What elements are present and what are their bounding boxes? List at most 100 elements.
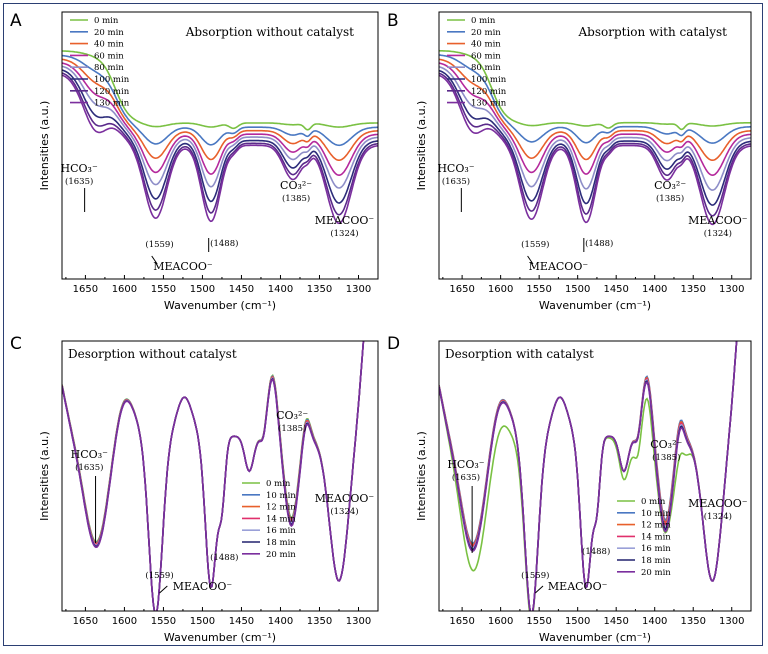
chart-panel-a: A 1650 1600 1550 1500 1450 1400 1350 1300 Wavenum… — [10, 11, 379, 312]
annotation-arrow — [159, 585, 168, 594]
annotation-co3-wavenumber: (1385) — [282, 193, 310, 204]
annotation-1488: (1488) — [210, 552, 238, 563]
x-tick-label: 1350 — [680, 616, 705, 627]
annotation-1488: (1488) — [582, 546, 610, 557]
x-tick-label: 1600 — [112, 284, 137, 295]
annotations: HCO₃⁻(1635) (1559) (1488) MEACOO⁻ CO₃²⁻(1385… — [437, 162, 747, 273]
series-line-20-min — [439, 54, 751, 144]
y-axis-title: Intensities (a.u.) — [38, 101, 51, 191]
panel-letter: A — [10, 11, 22, 31]
x-tick-label: 1350 — [307, 284, 332, 295]
x-tick-label: 1500 — [565, 616, 590, 627]
plot-frame — [61, 11, 379, 280]
plot-frame — [438, 340, 752, 612]
legend-entry: 20 min — [94, 28, 124, 38]
legend-entry: 0 min — [471, 16, 496, 26]
series-line-20-min — [62, 341, 365, 611]
series-line-130-min — [439, 74, 751, 226]
annotation-hco3: HCO₃⁻ — [71, 448, 108, 461]
x-tick-label: 1400 — [642, 284, 667, 295]
x-tick-label: 1550 — [151, 616, 176, 627]
chart-panel-b: B 1650 1600 1550 1500 1450 1400 1350 1300 Wavenum… — [387, 11, 752, 312]
annotation-meacoo-1324-wavenumber: (1324) — [704, 511, 732, 522]
annotation-meacoo-1324-wavenumber: (1324) — [330, 228, 358, 239]
annotation-hco3-wavenumber: (1635) — [452, 472, 480, 483]
panel-letter: D — [387, 334, 400, 354]
legend-entry: 20 min — [266, 550, 296, 560]
x-tick-label: 1650 — [73, 284, 98, 295]
annotation-meacoo-1324: MEACOO⁻ — [688, 497, 748, 510]
legend-entry: 20 min — [641, 568, 671, 578]
series-line-20-min — [62, 54, 378, 147]
chart-panel-d: D 1650 1600 1550 1500 1450 1400 1350 1300 Wavenum… — [387, 334, 752, 644]
x-tick-label: 1400 — [268, 616, 293, 627]
legend-entry: 100 min — [94, 75, 130, 85]
x-tick-label: 1300 — [719, 616, 744, 627]
annotation-meacoo-1324-wavenumber: (1324) — [704, 228, 732, 239]
x-tick-label: 1350 — [680, 284, 705, 295]
plot-frame — [438, 11, 752, 280]
series-line-0-min — [439, 49, 751, 131]
legend-entry: 10 min — [266, 491, 296, 501]
series-line-40-min — [62, 58, 378, 161]
legend-entry: 130 min — [471, 99, 507, 109]
annotation-1488: (1488) — [210, 238, 238, 249]
y-axis-title: Intensities (a.u.) — [38, 431, 51, 521]
annotation-hco3-wavenumber: (1635) — [75, 462, 103, 473]
annotation-arrow — [527, 255, 534, 265]
series-line-40-min — [439, 58, 751, 161]
legend-entry: 16 min — [641, 544, 671, 554]
annotation-hco3: HCO₃⁻ — [447, 458, 484, 471]
annotation-co3: CO₃²⁻ — [280, 179, 312, 192]
series-line-130-min — [62, 74, 378, 225]
annotation-meacoo: MEACOO⁻ — [153, 260, 213, 273]
x-tick-label: 1450 — [603, 616, 628, 627]
panel-title: Absorption with catalyst — [578, 25, 728, 39]
panel-title: Absorption without catalyst — [185, 25, 354, 39]
legend-entry: 10 min — [641, 509, 671, 519]
annotation-1559: (1559) — [521, 570, 549, 581]
x-tick-label: 1300 — [719, 284, 744, 295]
legend-entry: 20 min — [471, 28, 501, 38]
legend-entry: 40 min — [94, 40, 124, 50]
x-axis-title: Wavenumber (cm⁻¹) — [539, 631, 651, 644]
x-tick-label: 1450 — [229, 284, 254, 295]
x-axis-title: Wavenumber (cm⁻¹) — [539, 299, 651, 312]
series-line-0-min — [62, 50, 378, 131]
annotation-meacoo: MEACOO⁻ — [529, 260, 589, 273]
series-line-100-min — [62, 69, 378, 204]
annotation-arrow — [534, 585, 544, 594]
panel-title: Desorption without catalyst — [68, 347, 237, 361]
x-tick-label: 1650 — [449, 284, 474, 295]
annotation-meacoo: MEACOO⁻ — [548, 580, 608, 593]
x-tick-label: 1400 — [642, 616, 667, 627]
x-tick-label: 1500 — [565, 284, 590, 295]
x-tick-label: 1550 — [151, 284, 176, 295]
annotation-meacoo-1324-wavenumber: (1324) — [330, 506, 358, 517]
x-axis-title: Wavenumber (cm⁻¹) — [164, 631, 276, 644]
legend-entry: 100 min — [471, 75, 507, 85]
legend-entry: 60 min — [471, 51, 501, 61]
x-tick-label: 1450 — [603, 284, 628, 295]
legend-entry: 18 min — [266, 538, 296, 548]
annotation-1559: (1559) — [145, 570, 173, 581]
annotation-hco3: HCO₃⁻ — [437, 162, 474, 175]
y-axis-title: Intensities (a.u.) — [415, 431, 428, 521]
figure-frame: A 1650 1600 1550 1500 1450 1400 1350 1300 Wavenum… — [3, 3, 763, 646]
legend-entry: 12 min — [266, 503, 296, 513]
panel-letter: B — [387, 11, 399, 31]
legend-entry: 80 min — [471, 63, 501, 73]
x-tick-label: 1300 — [346, 284, 371, 295]
x-tick-label: 1550 — [526, 616, 551, 627]
x-tick-label: 1650 — [449, 616, 474, 627]
series-line-60-min — [62, 62, 378, 177]
legend-entry: 120 min — [94, 87, 130, 97]
series-line-120-min — [439, 72, 751, 217]
annotation-co3: CO₃²⁻ — [276, 409, 308, 422]
legend-entry: 0 min — [94, 16, 119, 26]
annotation-1559: (1559) — [145, 239, 173, 250]
annotation-co3: CO₃²⁻ — [650, 438, 682, 451]
